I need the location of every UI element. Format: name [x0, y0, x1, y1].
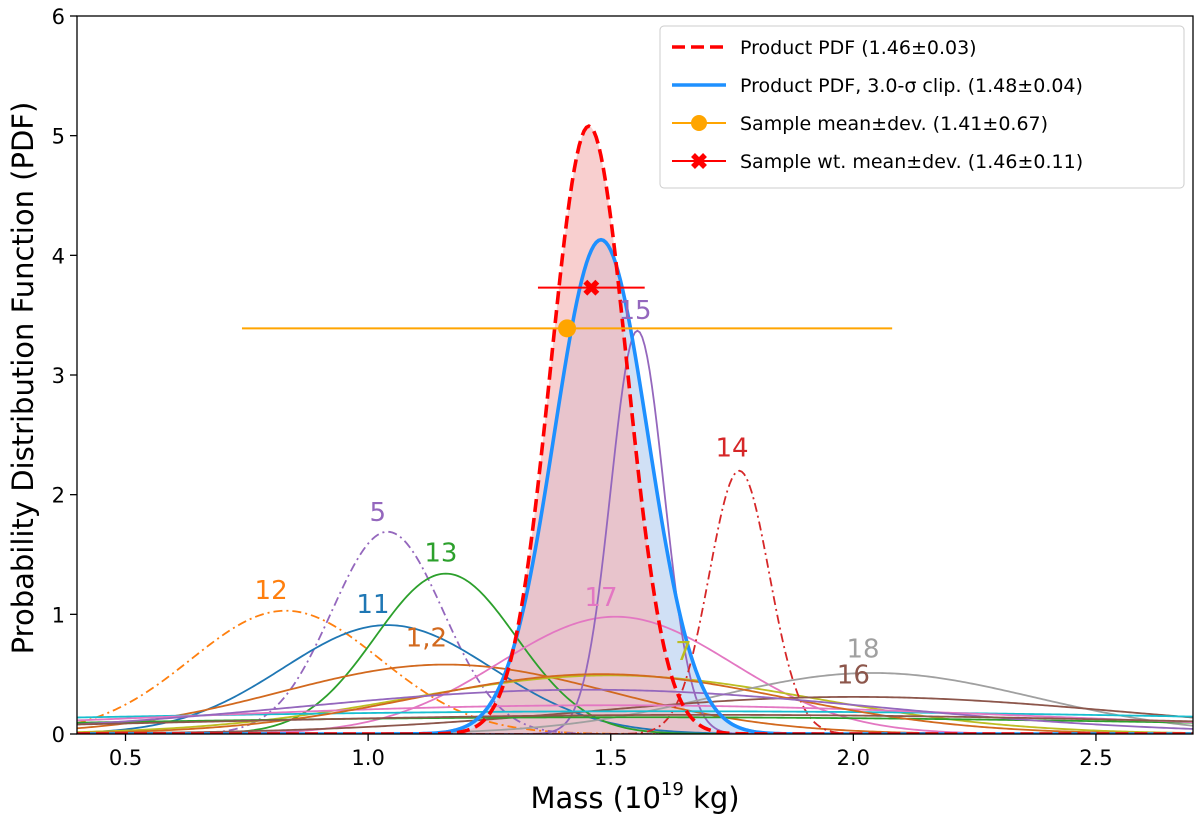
curve-label: 16 [837, 661, 870, 691]
legend: Product PDF (1.46±0.03) Product PDF, 3.0-… [659, 25, 1185, 189]
pdf-curve-c1 [77, 710, 1193, 719]
curve-label: 12 [255, 576, 288, 606]
legend-label: Sample wt. mean±dev. (1.46±0.11) [740, 151, 1083, 173]
y-tick-label: 5 [52, 125, 65, 149]
pdf-curve-c3 [77, 704, 1193, 724]
y-tick-label: 2 [52, 484, 65, 508]
y-tick-label: 4 [52, 244, 65, 268]
y-tick-label: 0 [52, 723, 65, 747]
pdf-curve-13 [77, 572, 1193, 734]
y-tick-label: 6 [52, 5, 65, 29]
product-pdf-clip-curve [77, 237, 1193, 734]
legend-marker [691, 115, 707, 131]
pdf-curve-c6 [77, 713, 1193, 726]
curve-label: 11 [356, 590, 389, 620]
y-axis-title: Probability Distribution Function (PDF) [6, 102, 40, 655]
pdf-curve-11 [77, 624, 1193, 734]
legend-entry: Product PDF (1.46±0.03) [672, 37, 977, 59]
curve-label: 13 [424, 539, 457, 569]
x-axis-title: Mass (1019 kg) [530, 779, 739, 815]
curve-label: 18 [847, 634, 880, 664]
curve-label: 1,2 [406, 624, 447, 654]
curve-label: 14 [715, 433, 748, 463]
sample-mean-errorbars [241, 279, 893, 338]
x-axis-title-sup: 19 [661, 779, 684, 800]
y-tick-label: 3 [52, 364, 65, 388]
x-tick-label: 0.5 [109, 746, 142, 770]
x-axis-title-main: Mass (10 [530, 781, 660, 815]
product-pdf-fills [77, 126, 1193, 734]
legend-entry: Sample wt. mean±dev. (1.46±0.11) [672, 151, 1083, 173]
y-tick-label: 1 [52, 603, 65, 627]
x-tick-label: 1.5 [594, 746, 627, 770]
legend-box [659, 25, 1185, 189]
legend-entry: Product PDF, 3.0-σ clip. (1.48±0.04) [672, 75, 1083, 97]
product-pdf-curve [77, 124, 1193, 734]
x-axis-title-end: kg) [684, 781, 740, 815]
x-tick-label: 1.0 [351, 746, 384, 770]
legend-entry: Sample mean±dev. (1.41±0.67) [672, 113, 1048, 135]
curve-label: 17 [584, 583, 617, 613]
pdf-curve-c4 [77, 673, 1193, 734]
x-tick-label: 2.0 [837, 746, 870, 770]
curve-label: 7 [675, 637, 692, 667]
legend-marker [691, 153, 707, 169]
legend-label: Product PDF (1.46±0.03) [740, 37, 977, 59]
sample-wt-mean-marker [583, 279, 600, 296]
curve-label: 5 [370, 498, 387, 528]
x-axis-ticks: 0.5 1.0 1.5 2.0 2.5 [109, 734, 1113, 770]
legend-label: Product PDF, 3.0-σ clip. (1.48±0.04) [740, 75, 1083, 97]
pdf-curve-16 [77, 696, 1193, 734]
legend-label: Sample mean±dev. (1.41±0.67) [740, 113, 1048, 135]
x-tick-label: 2.5 [1079, 746, 1112, 770]
curve-label: 15 [618, 296, 651, 326]
product-pdf-curves [77, 124, 1193, 734]
sample-mean-marker [558, 319, 577, 338]
product-pdf-fill [77, 126, 1193, 734]
y-axis-ticks: 0 1 2 3 4 5 6 [52, 5, 77, 747]
pdf-curve-15 [77, 329, 1193, 734]
